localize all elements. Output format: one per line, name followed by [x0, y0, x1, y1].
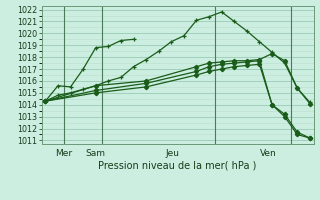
X-axis label: Pression niveau de la mer( hPa ): Pression niveau de la mer( hPa )	[99, 161, 257, 171]
Text: Ven: Ven	[260, 149, 276, 158]
Text: Mer: Mer	[55, 149, 73, 158]
Text: Sam: Sam	[86, 149, 106, 158]
Text: Jeu: Jeu	[165, 149, 179, 158]
